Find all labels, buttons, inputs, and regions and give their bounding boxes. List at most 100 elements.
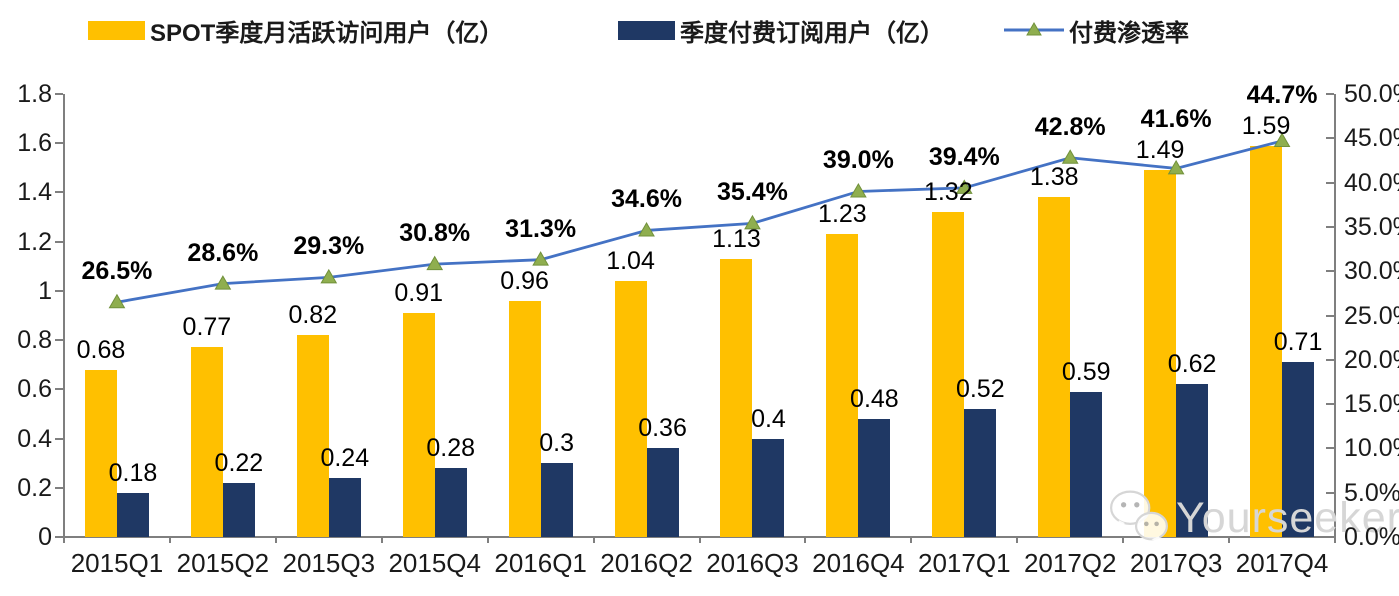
left-axis-tick-label: 1 (38, 276, 52, 305)
bar-mau (296, 335, 329, 537)
legend-label-mau: SPOT季度月活跃访问用户（亿） (150, 19, 504, 47)
bar-subscribers (964, 409, 997, 537)
mau-value-label: 0.77 (182, 313, 232, 342)
x-axis-label: 2017Q1 (918, 548, 1011, 578)
bar-mau (1250, 145, 1283, 537)
subscribers-value-label: 0.71 (1273, 328, 1323, 357)
penetration-line-path (116, 139, 1283, 304)
x-axis-label: 2016Q4 (812, 548, 905, 578)
left-axis-tick (55, 142, 63, 145)
triangle-marker-icon (1167, 159, 1185, 175)
bar-mau (508, 300, 541, 537)
watermark-text: Yourseeker (1176, 493, 1399, 542)
right-axis-tick-label: 35.0% (1344, 212, 1399, 241)
subscribers-value-label: 0.3 (539, 429, 575, 458)
bar-subscribers (328, 477, 361, 537)
right-axis-line (1334, 94, 1336, 537)
x-axis-tick (592, 537, 595, 543)
x-axis-label: 2016Q1 (494, 548, 587, 578)
mau-value-label: 0.96 (500, 266, 549, 295)
triangle-marker-icon (1273, 132, 1291, 147)
mau-value-label: 1.49 (1135, 136, 1185, 165)
bar-subscribers (222, 482, 255, 537)
mau-value-label: 1.59 (1241, 111, 1291, 140)
x-axis-label: 2016Q3 (706, 548, 799, 578)
bar-mau (402, 313, 435, 537)
x-axis-tick (804, 537, 807, 543)
subscribers-value-label: 0.22 (214, 448, 264, 477)
mau-value-label: 1.04 (606, 247, 655, 276)
triangle-marker-icon (850, 182, 867, 198)
x-axis-tick (1228, 537, 1231, 543)
subscribers-value-label: 0.59 (1061, 357, 1111, 386)
right-axis-tick-label: 25.0% (1344, 301, 1399, 330)
right-axis-tick-label: 5.0% (1344, 478, 1399, 507)
legend-item-subscribers: 季度付费订阅用户（亿） (618, 14, 944, 47)
right-axis-tick (1326, 137, 1334, 140)
triangle-marker-icon (744, 214, 761, 230)
x-axis-label: 2017Q2 (1023, 548, 1117, 578)
left-axis-tick (55, 388, 63, 391)
triangle-marker-icon (955, 179, 973, 194)
bar-mau (720, 258, 753, 537)
penetration-value-label: 39.4% (928, 142, 1000, 171)
penetration-value-label: 41.6% (1140, 105, 1212, 134)
subscribers-value-label: 0.28 (426, 434, 476, 463)
left-axis-tick-label: 1.2 (17, 227, 52, 256)
x-axis-tick (910, 537, 913, 543)
triangle-marker-icon (108, 293, 126, 309)
penetration-value-label: 26.5% (81, 257, 153, 286)
legend-line-marker-icon (1004, 22, 1064, 36)
bar-mau (190, 347, 223, 537)
x-axis-tick (486, 537, 489, 543)
x-axis-tick (1334, 537, 1336, 543)
triangle-marker-icon (320, 268, 338, 284)
legend-label-subscribers: 季度付费订阅用户（亿） (680, 19, 944, 47)
bar-subscribers (752, 438, 785, 537)
legend-item-penetration: 付费渗透率 (1004, 14, 1189, 47)
triangle-marker-icon (1061, 149, 1079, 164)
x-axis-tick (274, 537, 277, 543)
left-axis-tick-label: 0 (38, 523, 52, 551)
x-axis-tick (1122, 537, 1125, 543)
left-axis-tick (55, 536, 63, 538)
right-axis-tick (1326, 93, 1334, 95)
right-axis-tick-label: 0.0% (1344, 523, 1399, 551)
bar-mau (1038, 197, 1071, 537)
left-axis-tick (55, 339, 63, 342)
mau-value-label: 1.13 (712, 224, 761, 253)
x-axis-tick (168, 537, 171, 543)
penetration-value-label: 31.3% (505, 214, 577, 243)
subscribers-value-label: 0.18 (108, 458, 158, 487)
legend-swatch-subscribers (618, 20, 675, 40)
legend-label-penetration: 付费渗透率 (1069, 19, 1189, 47)
x-axis-label: 2017Q3 (1129, 548, 1223, 578)
triangle-marker-icon (214, 275, 232, 290)
left-axis-tick-label: 0.4 (17, 424, 52, 453)
x-axis-tick (380, 537, 383, 543)
mau-value-label: 0.82 (288, 301, 338, 330)
left-axis-tick (55, 486, 63, 489)
right-axis-tick (1326, 181, 1334, 184)
x-axis-label: 2015Q2 (176, 548, 270, 578)
mau-value-label: 1.32 (923, 178, 973, 207)
left-axis-tick-label: 0.2 (17, 473, 52, 502)
bar-mau (84, 369, 117, 537)
x-axis-tick (63, 537, 65, 543)
subscribers-value-label: 0.48 (850, 384, 899, 413)
left-axis-tick (55, 191, 63, 194)
right-axis-tick-label: 10.0% (1344, 434, 1399, 463)
bar-mau (614, 281, 647, 537)
bar-subscribers (1176, 384, 1209, 537)
bar-subscribers (1282, 362, 1315, 537)
right-axis-tick-label: 40.0% (1344, 168, 1399, 197)
watermark: Yourseeker (1106, 486, 1399, 550)
legend-item-mau: SPOT季度月活跃访问用户（亿） (88, 14, 504, 47)
bar-mau (826, 234, 859, 537)
penetration-value-label: 44.7% (1246, 80, 1318, 109)
mau-value-label: 1.38 (1029, 163, 1079, 192)
x-axis-label: 2017Q4 (1235, 548, 1329, 578)
